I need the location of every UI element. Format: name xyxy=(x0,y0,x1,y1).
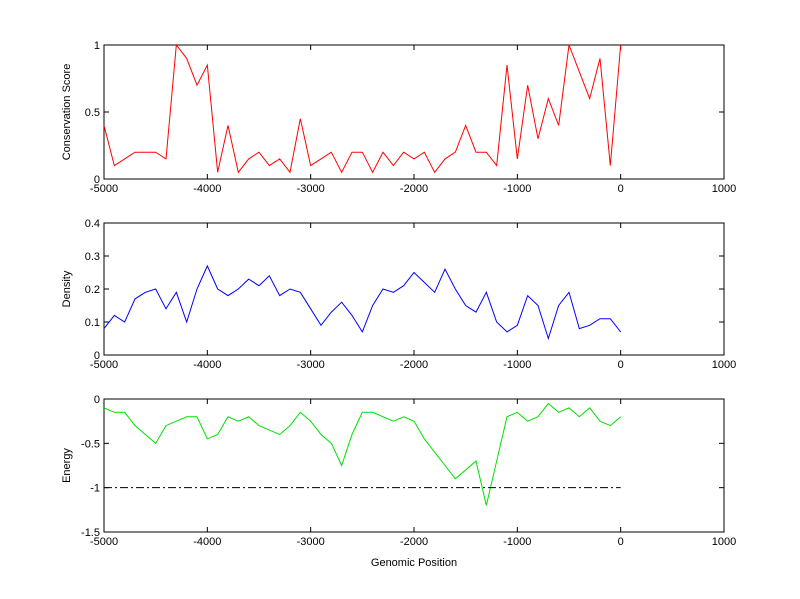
x-tick-label: 0 xyxy=(618,359,624,371)
y-tick-label: 0.2 xyxy=(85,284,100,296)
x-tick-label: -4000 xyxy=(193,183,221,195)
plot-area xyxy=(103,398,725,533)
data-line xyxy=(103,43,622,174)
x-tick-label: 1000 xyxy=(712,183,736,195)
x-tick-label: -5000 xyxy=(90,359,118,371)
x-tick-label: -2000 xyxy=(400,183,428,195)
y-tick-label: 0.4 xyxy=(85,218,100,230)
x-tick-label: -1000 xyxy=(503,359,531,371)
x-tick-label: -2000 xyxy=(400,359,428,371)
y-tick-label: 0 xyxy=(94,394,100,406)
x-tick-label: -5000 xyxy=(90,536,118,548)
x-tick-label: -4000 xyxy=(193,536,221,548)
y-axis-label: Conservation Score xyxy=(61,64,73,161)
y-tick-label: 0.1 xyxy=(85,317,100,329)
x-tick-label: 0 xyxy=(618,536,624,548)
x-tick-label: -3000 xyxy=(297,536,325,548)
x-tick-label: -3000 xyxy=(297,359,325,371)
y-tick-label: 0.5 xyxy=(85,107,100,119)
x-tick-label: -1000 xyxy=(503,183,531,195)
x-tick-label: 1000 xyxy=(712,359,736,371)
x-tick-label: 1000 xyxy=(712,536,736,548)
x-tick-label: -3000 xyxy=(297,183,325,195)
y-tick-label: -1 xyxy=(90,483,100,495)
y-axis-label: Energy xyxy=(61,448,73,483)
x-tick-label: -2000 xyxy=(400,536,428,548)
x-tick-label: -4000 xyxy=(193,359,221,371)
y-tick-label: 1 xyxy=(94,40,100,52)
x-tick-label: -1000 xyxy=(503,536,531,548)
y-tick-label: -0.5 xyxy=(81,438,100,450)
y-axis-label: Density xyxy=(61,270,73,307)
y-tick-label: 0 xyxy=(94,174,100,186)
x-axis-label: Genomic Position xyxy=(371,557,457,569)
data-line xyxy=(103,264,622,341)
y-tick-label: 0.3 xyxy=(85,251,100,263)
x-tick-label: -5000 xyxy=(90,183,118,195)
data-line xyxy=(103,402,621,506)
y-tick-label: -1.5 xyxy=(81,527,100,539)
x-tick-label: 0 xyxy=(618,183,624,195)
y-tick-label: 0 xyxy=(94,350,100,362)
